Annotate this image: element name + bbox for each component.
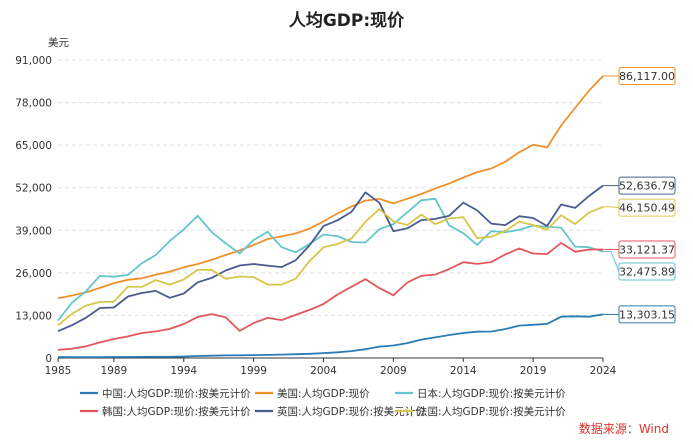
x-tick-label: 1994 (170, 365, 197, 377)
end-label-box (618, 66, 676, 85)
x-tick-label: 1985 (45, 365, 72, 377)
end-label-box (618, 198, 676, 217)
series-line (57, 75, 604, 300)
end-label-value: 33,121.37 (619, 244, 675, 257)
y-tick-label: 78,000 (15, 98, 52, 110)
end-label-box (618, 240, 676, 259)
legend-label: 法国:人均GDP:现价:按美元计价 (417, 405, 566, 418)
series-line (57, 206, 604, 326)
end-label-leader (603, 206, 620, 209)
end-label-value: 46,150.49 (619, 202, 675, 215)
y-tick-label: 13,000 (15, 310, 52, 322)
y-tick-label: 91,000 (15, 55, 52, 67)
x-tick-label: 1989 (101, 365, 128, 377)
x-tick-label: 2004 (310, 365, 337, 377)
y-tick-label: 0 (45, 353, 52, 365)
y-tick-label: 65,000 (15, 140, 52, 152)
legend-label: 韩国:人均GDP:现价:按美元计价 (102, 405, 251, 418)
end-label-box (618, 305, 676, 324)
end-label-value: 32,475.89 (619, 266, 675, 279)
x-tick-label: 1999 (240, 365, 267, 377)
end-label-value: 13,303.15 (619, 308, 675, 321)
legend-label: 英国:人均GDP:现价:按美元计价 (277, 405, 426, 418)
end-label-value: 86,117.00 (619, 70, 675, 83)
y-axis-label: 美元 (48, 36, 69, 49)
series-line (57, 241, 603, 351)
x-tick-label: 2014 (450, 365, 477, 377)
end-label-value: 52,636.79 (619, 180, 675, 193)
x-tick-label: 2019 (520, 365, 547, 377)
x-tick-label: 2009 (380, 365, 407, 377)
end-label-box (618, 176, 676, 195)
y-tick-label: 39,000 (15, 225, 52, 237)
end-label-box (618, 262, 676, 281)
series-line (57, 184, 604, 333)
legend-label: 中国:人均GDP:现价:按美元计价 (102, 387, 251, 400)
series-line (57, 197, 604, 322)
y-tick-label: 26,000 (15, 268, 52, 280)
x-tick-label: 2024 (590, 365, 617, 377)
legend-label: 美国:人均GDP:现价 (277, 387, 370, 400)
y-tick-label: 52,000 (15, 183, 52, 195)
series-line (57, 313, 604, 359)
legend-label: 日本:人均GDP:现价:按美元计价 (417, 387, 566, 400)
chart-title: 人均GDP:现价 (288, 11, 405, 31)
end-label-leader (603, 251, 620, 272)
data-source: 数据来源：Wind (578, 422, 669, 436)
